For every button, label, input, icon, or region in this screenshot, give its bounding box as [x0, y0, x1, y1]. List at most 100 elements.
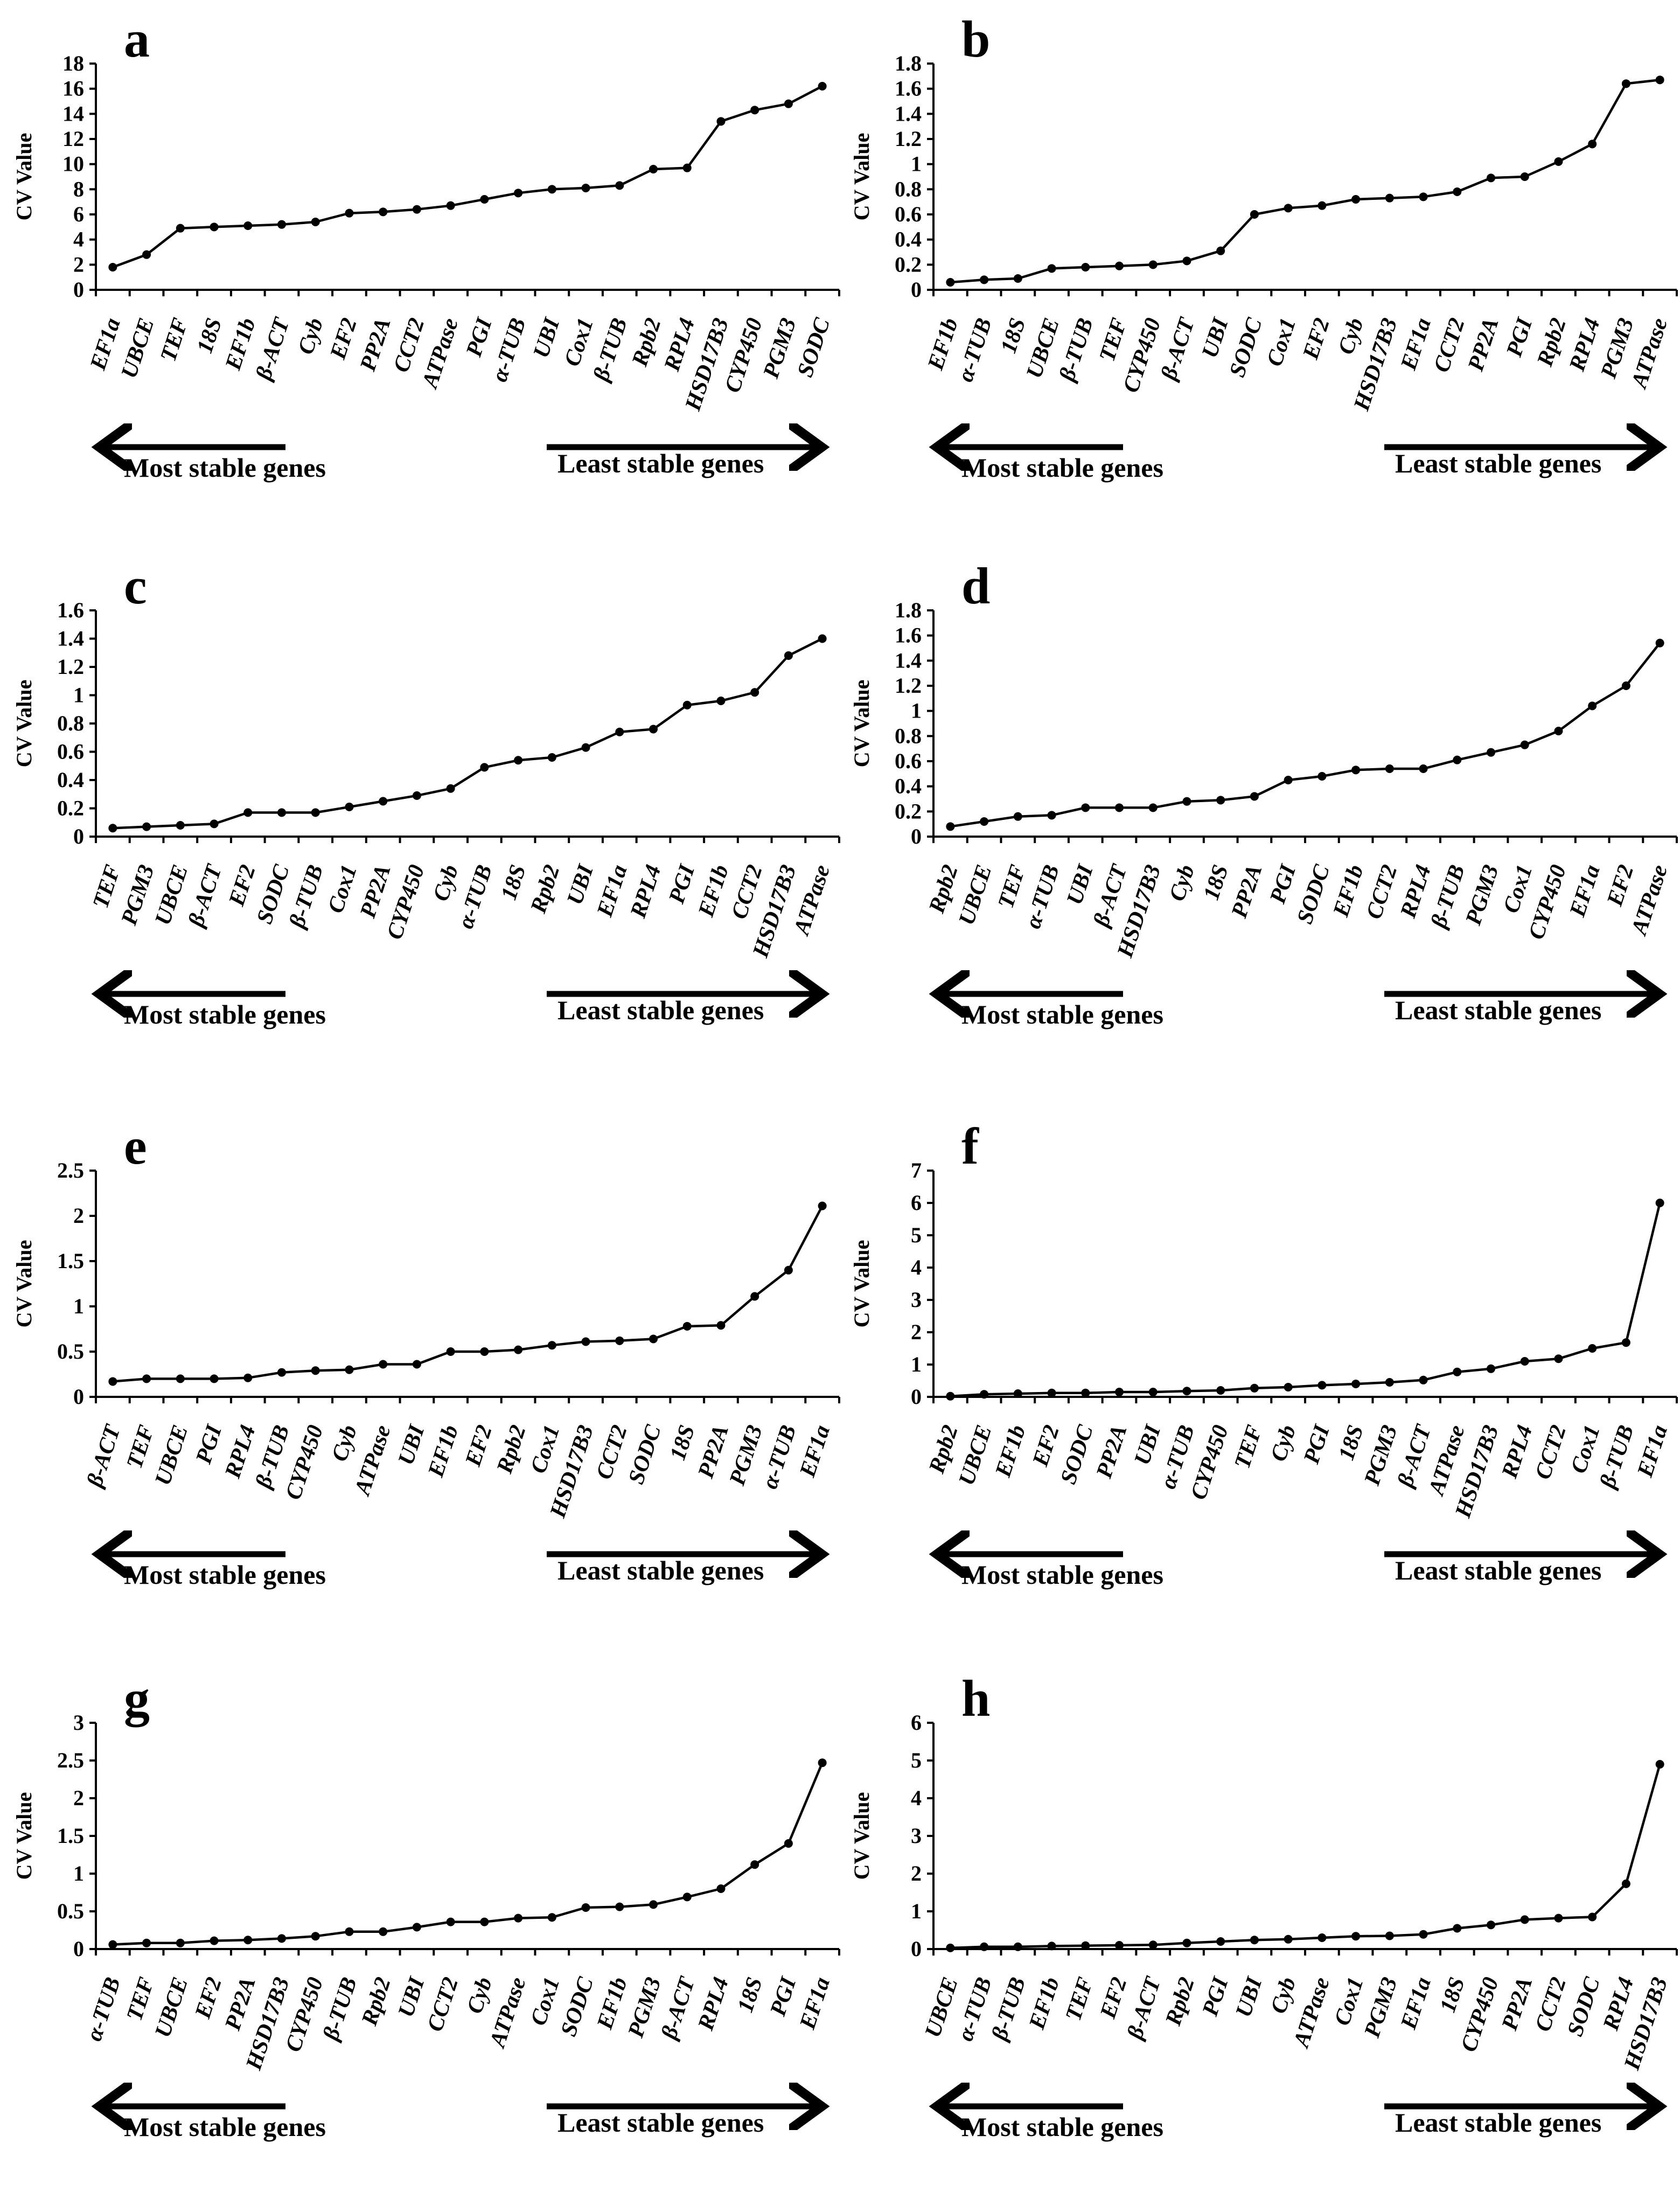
data-point-Cox1	[1351, 1932, 1361, 1941]
gene-label: Cox1	[526, 1422, 564, 1477]
data-point-CYP450	[311, 1932, 320, 1941]
data-point-α-TUB	[980, 1942, 989, 1951]
gene-label: TEF	[88, 862, 126, 911]
data-point-PGM3	[750, 1292, 759, 1301]
data-point-EF1b	[243, 221, 253, 230]
data-point-HSD17B3	[716, 117, 726, 126]
data-point-EF1b	[446, 1347, 455, 1356]
data-point-Cyb	[1182, 797, 1191, 806]
gene-label: UBI	[394, 1973, 430, 2020]
data-point-TEF	[176, 224, 185, 233]
y-tick-label: 5	[911, 1223, 922, 1247]
gene-label: TEF	[122, 1422, 159, 1472]
data-point-β-ACT	[1182, 256, 1191, 266]
data-point-CCT2	[1453, 187, 1462, 196]
data-point-Rpb2	[514, 1345, 523, 1354]
gene-label: Cyb	[1266, 1974, 1301, 2017]
data-point-EF1a	[1419, 192, 1428, 201]
gene-label: PGI	[1502, 314, 1538, 360]
data-point-Cox1	[1284, 204, 1293, 213]
data-point-18S	[514, 756, 523, 765]
gene-label: TEF	[1061, 1974, 1098, 2024]
data-point-HSD17B3	[581, 1337, 590, 1346]
data-point-EF2	[243, 808, 253, 817]
data-point-β-ACT	[210, 819, 219, 829]
gene-label: Cyb	[428, 862, 463, 904]
gene-label: EF1b	[991, 1422, 1030, 1480]
gene-label: Cyb	[294, 315, 329, 358]
gene-label: Cox1	[1262, 315, 1301, 370]
data-point-Cox1	[1588, 1344, 1597, 1353]
most-stable-label: Most stable genes	[961, 999, 1163, 1029]
data-point-UBI	[412, 1360, 421, 1369]
data-point-PGM3	[784, 99, 793, 108]
data-point-β-TUB	[1621, 1338, 1630, 1347]
data-point-18S	[1453, 1924, 1462, 1933]
data-point-PP2A	[716, 1321, 726, 1330]
y-tick-label: 0.8	[895, 723, 922, 748]
data-point-RPL4	[243, 1373, 253, 1382]
data-point-EF2	[1621, 681, 1630, 690]
data-point-UBCE	[176, 1938, 185, 1947]
y-tick-label: 1.4	[895, 648, 922, 672]
chart-panel-f: fCV Value01234567Rpb2UBCEEF1bEF2SODCPP2A…	[849, 1117, 1678, 1590]
data-point-HSD17B3	[1487, 1364, 1495, 1373]
gene-label: EF2	[1602, 862, 1639, 909]
data-point-EF1b	[1351, 766, 1361, 775]
least-stable-label: Least stable genes	[557, 448, 764, 478]
y-tick-label: 1.6	[57, 598, 84, 622]
gene-label: EF1a	[1565, 862, 1605, 920]
y-tick-label: 3	[73, 1710, 84, 1735]
data-point-SODC	[1081, 1388, 1090, 1397]
y-tick-label: 1.4	[57, 627, 84, 651]
gene-label: UBI	[394, 1421, 430, 1468]
least-stable-label: Least stable genes	[557, 2107, 764, 2138]
chart-panel-g: gCV Value00.511.522.53α-TUBTEFUBCEEF2PP2…	[12, 1669, 840, 2142]
data-point-18S	[1013, 274, 1022, 283]
data-point-Cyb	[311, 218, 320, 226]
gene-label: 18S	[996, 315, 1030, 356]
gene-label: Rpb2	[924, 862, 963, 917]
y-tick-label: 1	[911, 1352, 922, 1376]
data-point-HSD17B3	[1148, 803, 1158, 812]
data-point-Rpb2	[1554, 157, 1563, 166]
data-point-HSD17B3	[1385, 193, 1394, 203]
gene-label: 18S	[1199, 862, 1233, 903]
y-tick-label: 1.2	[57, 655, 84, 679]
y-tick-label: 4	[911, 1255, 922, 1279]
data-point-EF2	[1317, 201, 1327, 210]
data-point-EF2	[345, 208, 354, 218]
data-point-β-ACT	[1148, 1940, 1158, 1950]
gene-label: 18S	[733, 1974, 768, 2015]
chart-panel-e: eCV Value00.511.522.5β-ACTTEFUBCEPGIRPL4…	[12, 1117, 840, 1590]
y-tick-label: 0.5	[57, 1339, 84, 1363]
data-point-TEF	[1250, 1383, 1259, 1393]
data-point-ATPase	[379, 1360, 388, 1369]
data-point-SODC	[277, 808, 286, 817]
data-point-UBCE	[1047, 264, 1056, 273]
data-point-RPL4	[1520, 1357, 1529, 1366]
gene-label: EF1a	[795, 1422, 835, 1480]
data-point-PGM3	[649, 1900, 658, 1909]
data-point-Rpb2	[1182, 1938, 1191, 1947]
data-point-SODC	[1317, 772, 1327, 781]
gene-label: Cox1	[323, 862, 362, 916]
data-point-CYP450	[412, 791, 421, 800]
data-point-β-ACT	[682, 1892, 692, 1902]
data-point-ATPase	[1453, 1367, 1462, 1376]
panel-letter: a	[124, 10, 150, 68]
data-point-SODC	[1250, 210, 1259, 219]
data-point-PP2A	[1115, 1388, 1124, 1396]
y-tick-label: 0.6	[895, 202, 922, 226]
data-point-RPL4	[1621, 1879, 1630, 1888]
data-point-PP2A	[1487, 173, 1495, 183]
most-stable-label: Most stable genes	[124, 999, 326, 1029]
gene-label: Cox1	[1566, 1422, 1605, 1477]
gene-label: TEF	[993, 862, 1030, 911]
data-point-SODC	[1588, 1912, 1597, 1922]
chart-panel-d: d CV Value 00.20.40.60.811.21.41.61.8 Rpb2 U…	[849, 557, 1678, 1029]
data-point-EF1a	[818, 1758, 827, 1768]
y-tick-label: 0	[73, 1937, 84, 1961]
y-axis-label: CV Value	[12, 1240, 36, 1328]
data-point-EF1a	[818, 1201, 827, 1210]
